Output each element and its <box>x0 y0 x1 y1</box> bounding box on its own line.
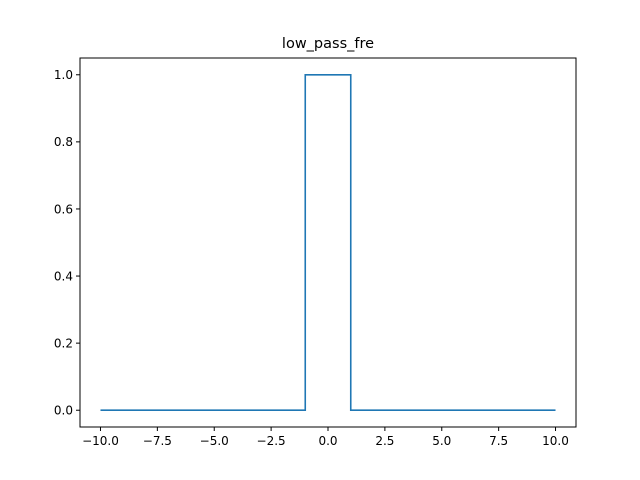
x-tick-label: 0.0 <box>318 434 337 448</box>
series-line <box>100 73 556 412</box>
x-tick-label: −2.5 <box>257 434 286 448</box>
y-tick-label: 0.4 <box>54 269 73 283</box>
y-tick-label: 0.0 <box>54 404 73 418</box>
y-tick-label: 0.6 <box>54 202 73 216</box>
y-tick-label: 1.0 <box>54 68 73 82</box>
x-axis-ticks: −10.0 −7.5 −5.0 −2.5 0.0 2.5 5.0 7.5 10.0 <box>82 427 569 448</box>
plot-frame <box>79 57 577 428</box>
x-tick-label: −7.5 <box>143 434 172 448</box>
y-tick-label: 0.2 <box>54 336 73 350</box>
chart-title: low_pass_fre <box>282 36 374 52</box>
x-tick-label: 2.5 <box>375 434 394 448</box>
x-tick-label: 7.5 <box>489 434 508 448</box>
y-tick-label: 0.8 <box>54 135 73 149</box>
y-axis-ticks: 0.0 0.2 0.4 0.6 0.8 1.0 <box>54 68 80 418</box>
x-tick-label: −10.0 <box>82 434 119 448</box>
x-tick-label: 10.0 <box>542 434 569 448</box>
x-tick-label: 5.0 <box>432 434 451 448</box>
x-tick-label: −5.0 <box>200 434 229 448</box>
plot-area <box>100 73 556 412</box>
